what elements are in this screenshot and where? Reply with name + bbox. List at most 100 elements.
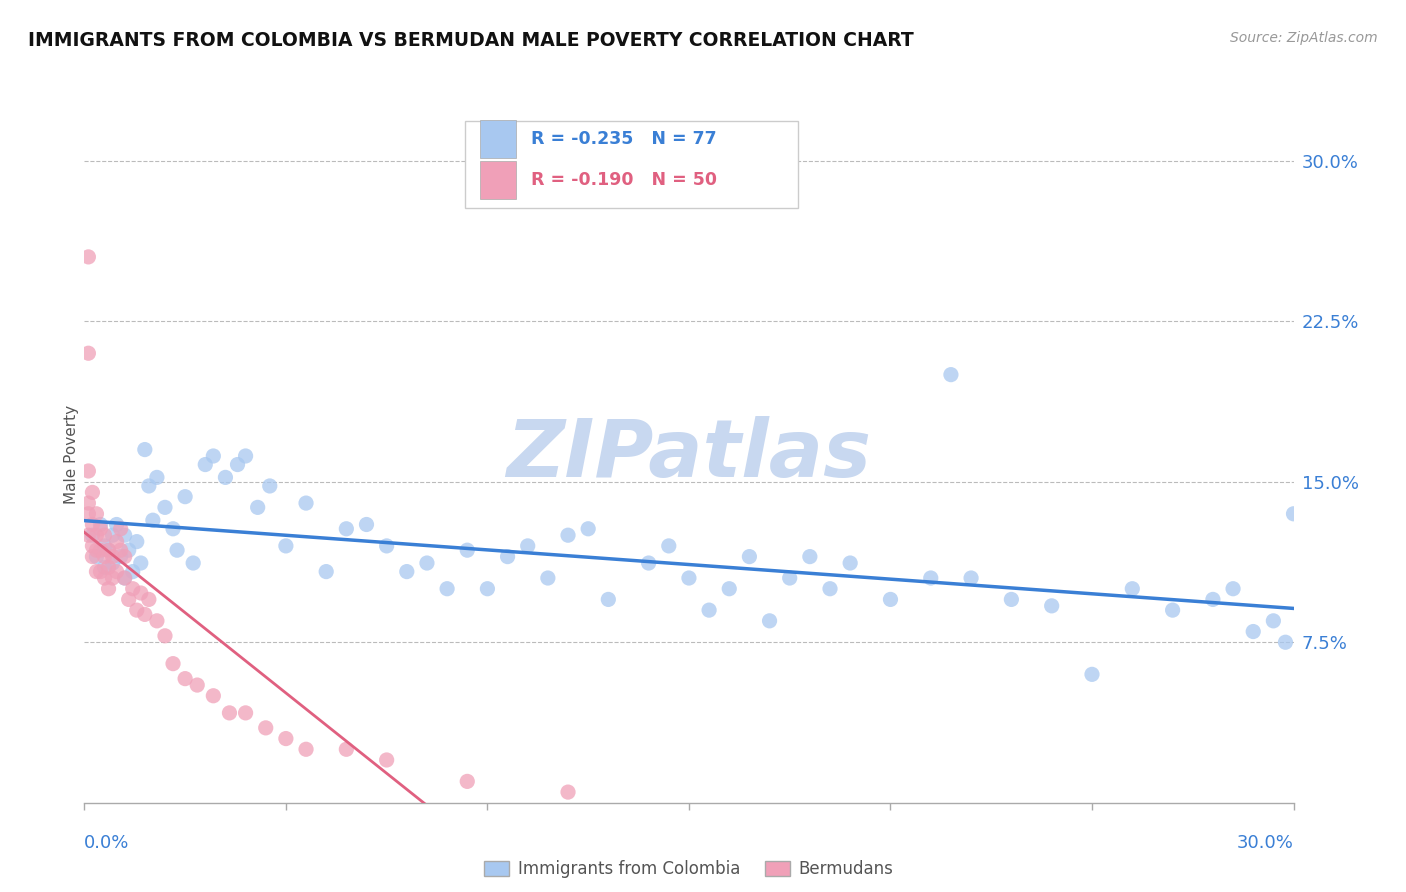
Point: [758, 614, 780, 628]
Point: [166, 543, 188, 558]
FancyBboxPatch shape: [465, 121, 797, 208]
Point: [375, 539, 398, 553]
Point: [718, 582, 741, 596]
Point: [101, 528, 124, 542]
Point: [235, 706, 257, 720]
Point: [101, 556, 124, 570]
Point: [77, 464, 100, 478]
Point: [202, 449, 225, 463]
Point: [335, 522, 357, 536]
Point: [477, 582, 499, 596]
Point: [879, 592, 901, 607]
Point: [436, 582, 458, 596]
Point: [89, 565, 111, 579]
Point: [118, 543, 141, 558]
Point: [93, 571, 115, 585]
Point: [1302, 629, 1324, 643]
Point: [93, 560, 115, 574]
Point: [235, 449, 257, 463]
Point: [77, 528, 100, 542]
Point: [110, 549, 132, 564]
Point: [537, 571, 560, 585]
Text: IMMIGRANTS FROM COLOMBIA VS BERMUDAN MALE POVERTY CORRELATION CHART: IMMIGRANTS FROM COLOMBIA VS BERMUDAN MAL…: [28, 31, 914, 50]
Point: [799, 549, 821, 564]
Point: [637, 556, 659, 570]
Text: 0.0%: 0.0%: [84, 834, 129, 852]
Point: [246, 500, 269, 515]
Point: [1161, 603, 1184, 617]
Text: 30.0%: 30.0%: [1237, 834, 1294, 852]
Point: [121, 565, 143, 579]
Point: [105, 534, 128, 549]
Point: [93, 539, 115, 553]
Point: [181, 556, 204, 570]
Point: [1274, 635, 1296, 649]
Point: [202, 689, 225, 703]
Text: R = -0.235   N = 77: R = -0.235 N = 77: [530, 130, 716, 148]
Point: [77, 507, 100, 521]
Point: [162, 657, 184, 671]
Point: [101, 549, 124, 564]
Point: [138, 592, 160, 607]
Point: [576, 522, 599, 536]
Point: [146, 614, 169, 628]
Point: [146, 470, 169, 484]
Point: [114, 571, 136, 585]
Point: [186, 678, 208, 692]
Point: [516, 539, 538, 553]
Point: [93, 528, 115, 542]
Point: [295, 496, 318, 510]
Point: [114, 571, 136, 585]
Point: [125, 534, 148, 549]
Point: [1241, 624, 1264, 639]
Point: [114, 528, 136, 542]
Point: [93, 549, 115, 564]
Point: [218, 706, 240, 720]
Text: ZIPatlas: ZIPatlas: [506, 416, 872, 494]
Legend: Immigrants from Colombia, Bermudans: Immigrants from Colombia, Bermudans: [478, 854, 900, 885]
Point: [110, 522, 132, 536]
Point: [697, 603, 720, 617]
Point: [1040, 599, 1063, 613]
Point: [174, 672, 197, 686]
Point: [86, 565, 108, 579]
Point: [118, 592, 141, 607]
Point: [416, 556, 439, 570]
Point: [82, 549, 104, 564]
Point: [89, 517, 111, 532]
Point: [129, 586, 152, 600]
Point: [598, 592, 620, 607]
Point: [1291, 624, 1313, 639]
Point: [97, 543, 120, 558]
Point: [678, 571, 700, 585]
Point: [295, 742, 318, 756]
Point: [375, 753, 398, 767]
Point: [738, 549, 761, 564]
Point: [77, 250, 100, 264]
Point: [82, 528, 104, 542]
Point: [1121, 582, 1143, 596]
Point: [456, 774, 478, 789]
FancyBboxPatch shape: [479, 120, 516, 159]
Point: [134, 442, 156, 457]
Point: [97, 560, 120, 574]
Point: [1000, 592, 1022, 607]
Point: [259, 479, 281, 493]
Point: [121, 582, 143, 596]
Point: [138, 479, 160, 493]
Point: [1202, 592, 1225, 607]
Point: [114, 549, 136, 564]
Point: [1081, 667, 1104, 681]
Point: [110, 543, 132, 558]
Point: [97, 582, 120, 596]
Point: [960, 571, 983, 585]
Point: [134, 607, 156, 622]
Point: [496, 549, 519, 564]
Point: [129, 556, 152, 570]
Point: [779, 571, 801, 585]
Point: [939, 368, 962, 382]
Point: [82, 539, 104, 553]
Point: [86, 543, 108, 558]
Point: [194, 458, 217, 472]
Point: [1282, 507, 1305, 521]
